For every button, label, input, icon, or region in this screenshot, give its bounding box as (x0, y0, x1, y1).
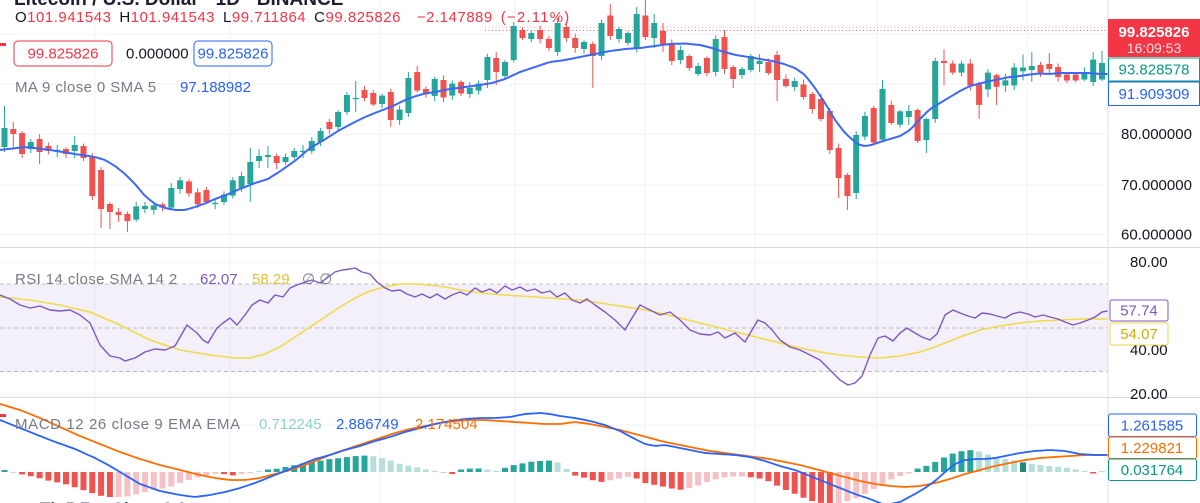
svg-text:54.07: 54.07 (1120, 326, 1158, 343)
svg-text:Litecoin / U.S. Dollar · 1D ·: Litecoin / U.S. Dollar · 1D · BINANCE (14, 0, 343, 10)
svg-text:99.825826: 99.825826 (1119, 24, 1190, 41)
svg-text:RSI 14 close SMA 14 2: RSI 14 close SMA 14 2 (15, 271, 178, 288)
svg-text:20.00: 20.00 (1130, 386, 1168, 403)
svg-text:40.00: 40.00 (1130, 342, 1168, 359)
svg-text:1.229821: 1.229821 (1121, 440, 1184, 457)
svg-text:16:09:53: 16:09:53 (1127, 40, 1182, 56)
svg-text:93.828578: 93.828578 (1119, 62, 1190, 79)
svg-text:80.00: 80.00 (1130, 254, 1168, 271)
svg-text:0.712245: 0.712245 (259, 416, 322, 433)
svg-text:2.174504: 2.174504 (415, 416, 478, 433)
svg-text:0.031764: 0.031764 (1121, 462, 1184, 479)
svg-text:MACD 12 26 close 9 EMA EMA: MACD 12 26 close 9 EMA EMA (15, 416, 241, 433)
svg-text:97.188982: 97.188982 (180, 79, 251, 96)
svg-text:70.000000: 70.000000 (1121, 177, 1192, 194)
svg-text:60.000000: 60.000000 (1121, 227, 1192, 244)
svg-text:58.29: 58.29 (252, 271, 290, 288)
svg-text:62.07: 62.07 (200, 271, 238, 288)
svg-text:99.825826: 99.825826 (198, 46, 269, 63)
svg-text:57.74: 57.74 (1120, 303, 1158, 320)
svg-text:MA 9 close 0 SMA 5: MA 9 close 0 SMA 5 (15, 79, 156, 96)
svg-text:80.000000: 80.000000 (1121, 126, 1192, 143)
svg-text:99.825826: 99.825826 (28, 46, 99, 63)
svg-text:1.261585: 1.261585 (1121, 418, 1184, 435)
svg-text:2.886749: 2.886749 (336, 416, 399, 433)
svg-text:∅ ∅: ∅ ∅ (302, 271, 332, 288)
svg-text:Th 5 Fr · Close 0.0: Th 5 Fr · Close 0.0 (40, 499, 186, 503)
svg-text:91.909309: 91.909309 (1119, 86, 1190, 103)
svg-text:0.000000: 0.000000 (126, 46, 189, 63)
